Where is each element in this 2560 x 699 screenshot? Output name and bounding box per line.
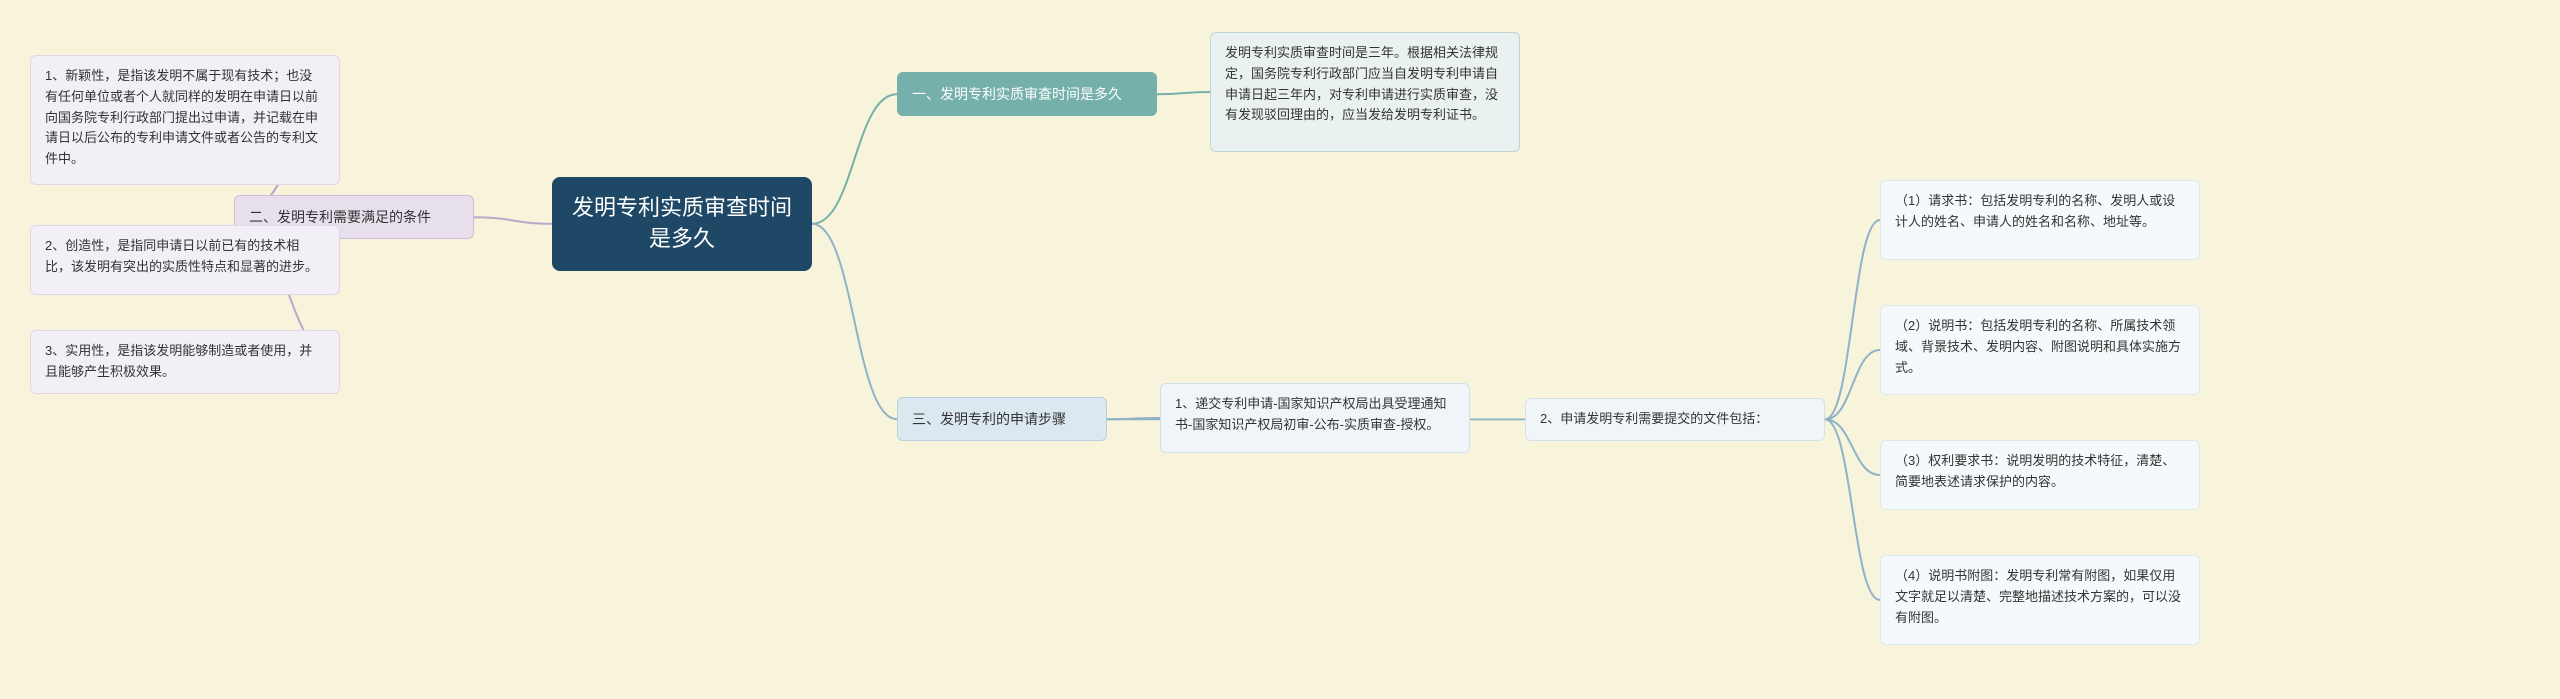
leaf-node-3a[interactable]: 1、递交专利申请-国家知识产权局出具受理通知书-国家知识产权局初审-公布-实质审…: [1160, 383, 1470, 453]
branch-node-3[interactable]: 三、发明专利的申请步骤: [897, 397, 1107, 441]
branch-node-1[interactable]: 一、发明专利实质审查时间是多久: [897, 72, 1157, 116]
leaf-node-2b[interactable]: 2、创造性，是指同申请日以前已有的技术相比，该发明有突出的实质性特点和显著的进步…: [30, 225, 340, 295]
leaf-node-2c[interactable]: 3、实用性，是指该发明能够制造或者使用，并且能够产生积极效果。: [30, 330, 340, 394]
connector: [1825, 419, 1880, 475]
leaf-node-3b2[interactable]: （2）说明书：包括发明专利的名称、所属技术领域、背景技术、发明内容、附图说明和具…: [1880, 305, 2200, 395]
leaf-node-3b[interactable]: 2、申请发明专利需要提交的文件包括：: [1525, 398, 1825, 441]
connector: [474, 217, 552, 224]
leaf-node-3b3[interactable]: （3）权利要求书：说明发明的技术特征，清楚、简要地表述请求保护的内容。: [1880, 440, 2200, 510]
leaf-node-3b4[interactable]: （4）说明书附图：发明专利常有附图，如果仅用文字就足以清楚、完整地描述技术方案的…: [1880, 555, 2200, 645]
connector: [1107, 418, 1160, 419]
connector: [1825, 350, 1880, 419]
mindmap-canvas: 发明专利实质审查时间是多久 一、发明专利实质审查时间是多久 发明专利实质审查时间…: [0, 0, 2560, 699]
connector: [812, 224, 897, 419]
leaf-node-1a[interactable]: 发明专利实质审查时间是三年。根据相关法律规定，国务院专利行政部门应当自发明专利申…: [1210, 32, 1520, 152]
connector: [812, 94, 897, 224]
connector: [1825, 220, 1880, 419]
leaf-node-3b1[interactable]: （1）请求书：包括发明专利的名称、发明人或设计人的姓名、申请人的姓名和名称、地址…: [1880, 180, 2200, 260]
connector: [1825, 419, 1880, 600]
leaf-node-2a[interactable]: 1、新颖性，是指该发明不属于现有技术；也没有任何单位或者个人就同样的发明在申请日…: [30, 55, 340, 185]
center-topic[interactable]: 发明专利实质审查时间是多久: [552, 177, 812, 271]
connector: [1157, 92, 1210, 94]
